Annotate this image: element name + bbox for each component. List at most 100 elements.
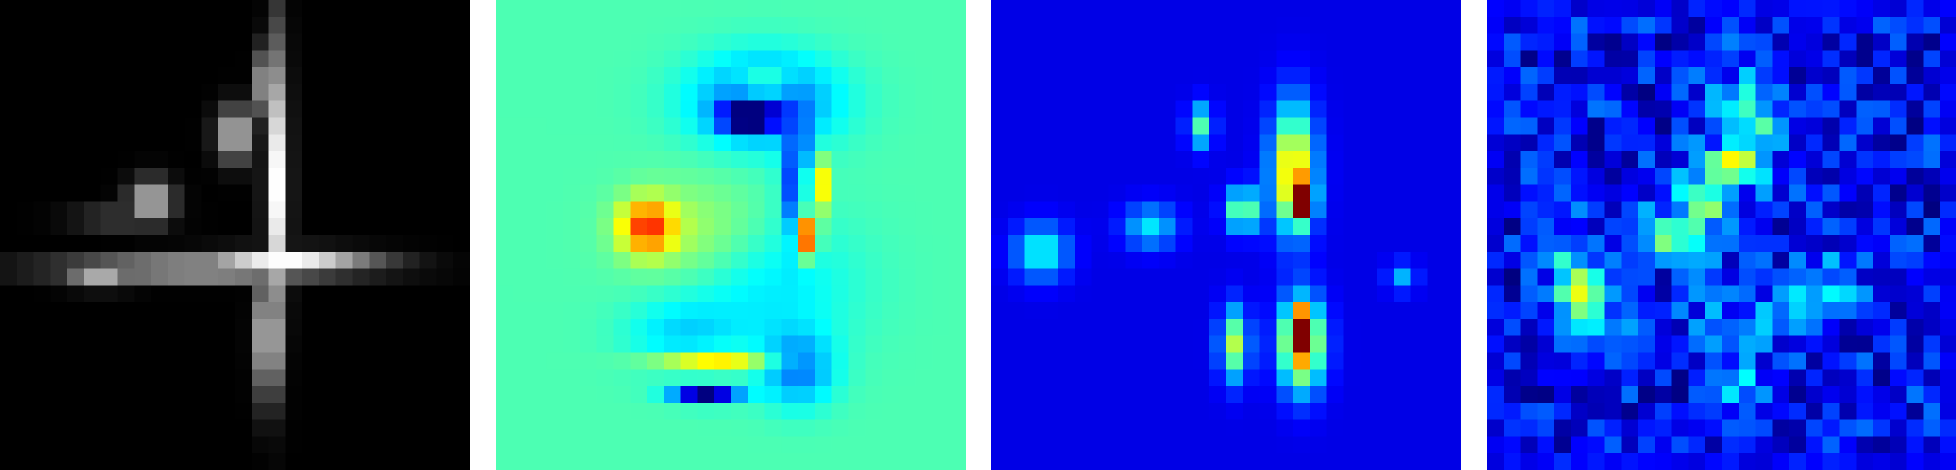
heatmap-cell <box>496 16 513 34</box>
heatmap-cell <box>235 453 252 470</box>
heatmap-cell <box>1259 369 1277 387</box>
heatmap-cell <box>932 134 950 152</box>
heatmap-cell <box>1175 268 1193 286</box>
heatmap-cell <box>235 335 252 353</box>
heatmap-cell <box>731 184 748 202</box>
heatmap-cell <box>882 285 899 303</box>
heatmap-cell <box>1007 251 1025 269</box>
heatmap-cell <box>991 100 1008 118</box>
heatmap-cell <box>663 436 681 454</box>
heatmap-cell <box>898 16 916 34</box>
heatmap-cell <box>1873 436 1890 454</box>
heatmap-cell <box>50 218 68 235</box>
heatmap-cell <box>1226 453 1243 470</box>
heatmap-cell <box>1520 386 1538 403</box>
heatmap-cell <box>865 285 883 303</box>
heatmap-cell <box>814 67 832 84</box>
heatmap-cell <box>83 201 101 219</box>
heatmap-cell <box>714 235 731 252</box>
heatmap-cell <box>512 235 530 252</box>
heatmap-cell <box>218 184 235 202</box>
heatmap-cell <box>1343 268 1361 286</box>
heatmap-cell <box>1906 285 1924 303</box>
heatmap-cell <box>1654 251 1672 269</box>
heatmap-cell <box>1822 67 1840 84</box>
heatmap-cell <box>1772 285 1790 303</box>
heatmap-cell <box>865 302 883 319</box>
heatmap-cell <box>1738 184 1756 202</box>
heatmap-cell <box>1444 0 1461 17</box>
heatmap-cell <box>1326 251 1344 269</box>
heatmap-cell <box>991 386 1008 403</box>
heatmap-cell <box>1158 201 1176 219</box>
heatmap-cell <box>932 419 950 437</box>
heatmap-cell <box>1142 100 1159 118</box>
heatmap-cell <box>1108 201 1126 219</box>
heatmap-cell <box>151 218 168 235</box>
heatmap-cell <box>898 33 916 51</box>
heatmap-cell <box>1923 0 1941 17</box>
heatmap-cell <box>747 167 765 185</box>
heatmap-cell <box>781 100 799 118</box>
heatmap-cell <box>1377 335 1394 353</box>
heatmap-cell <box>1772 402 1790 420</box>
heatmap-cell <box>0 453 17 470</box>
heatmap-cell <box>386 50 403 68</box>
heatmap-cell <box>251 218 269 235</box>
heatmap-cell <box>932 402 950 420</box>
heatmap-cell <box>1360 235 1378 252</box>
heatmap-cell <box>865 100 883 118</box>
heatmap-cell <box>915 184 933 202</box>
heatmap-cell <box>529 285 547 303</box>
heatmap-cell <box>529 83 547 101</box>
heatmap-cell <box>630 100 648 118</box>
heatmap-cell <box>1822 184 1840 202</box>
heatmap-cell <box>369 151 387 168</box>
heatmap-cell <box>1487 335 1504 353</box>
heatmap-cell <box>318 402 336 420</box>
heatmap-cell <box>335 151 353 168</box>
heatmap-cell <box>1671 0 1689 17</box>
heatmap-cell <box>33 386 51 403</box>
heatmap-cell <box>117 151 135 168</box>
heatmap-cell <box>1839 268 1857 286</box>
heatmap-cell <box>1226 251 1243 269</box>
heatmap-cell <box>1587 436 1605 454</box>
heatmap-cell <box>1604 151 1622 168</box>
heatmap-cell <box>882 302 899 319</box>
heatmap-cell <box>814 318 832 336</box>
heatmap-cell <box>402 117 420 135</box>
heatmap-cell <box>1503 419 1521 437</box>
heatmap-cell <box>1142 33 1159 51</box>
heatmap-cell <box>386 268 403 286</box>
heatmap-cell <box>1688 0 1706 17</box>
heatmap-cell <box>647 402 664 420</box>
heatmap-cell <box>1738 369 1756 387</box>
heatmap-cell <box>1058 151 1075 168</box>
heatmap-cell <box>1293 386 1310 403</box>
heatmap-cell <box>419 117 437 135</box>
heatmap-cell <box>335 100 353 118</box>
heatmap-cell <box>1923 352 1941 370</box>
heatmap-cell <box>0 0 17 17</box>
heatmap-cell <box>991 318 1008 336</box>
heatmap-cell <box>1108 318 1126 336</box>
heatmap-cell <box>915 16 933 34</box>
heatmap-cell <box>100 251 118 269</box>
heatmap-cell <box>1276 167 1294 185</box>
heatmap-cell <box>764 117 782 135</box>
heatmap-cell <box>1360 302 1378 319</box>
heatmap-cell <box>1074 134 1092 152</box>
heatmap-cell <box>1360 184 1378 202</box>
heatmap-cell <box>1242 16 1260 34</box>
heatmap-cell <box>1856 419 1874 437</box>
heatmap-cell <box>1276 386 1294 403</box>
heatmap-cell <box>1587 134 1605 152</box>
heatmap-cell <box>1158 16 1176 34</box>
heatmap-cell <box>1789 218 1806 235</box>
heatmap-cell <box>268 352 286 370</box>
heatmap-cell <box>1856 50 1874 68</box>
heatmap-cell <box>1091 235 1109 252</box>
heatmap-cell <box>1705 302 1722 319</box>
heatmap-cell <box>285 100 303 118</box>
